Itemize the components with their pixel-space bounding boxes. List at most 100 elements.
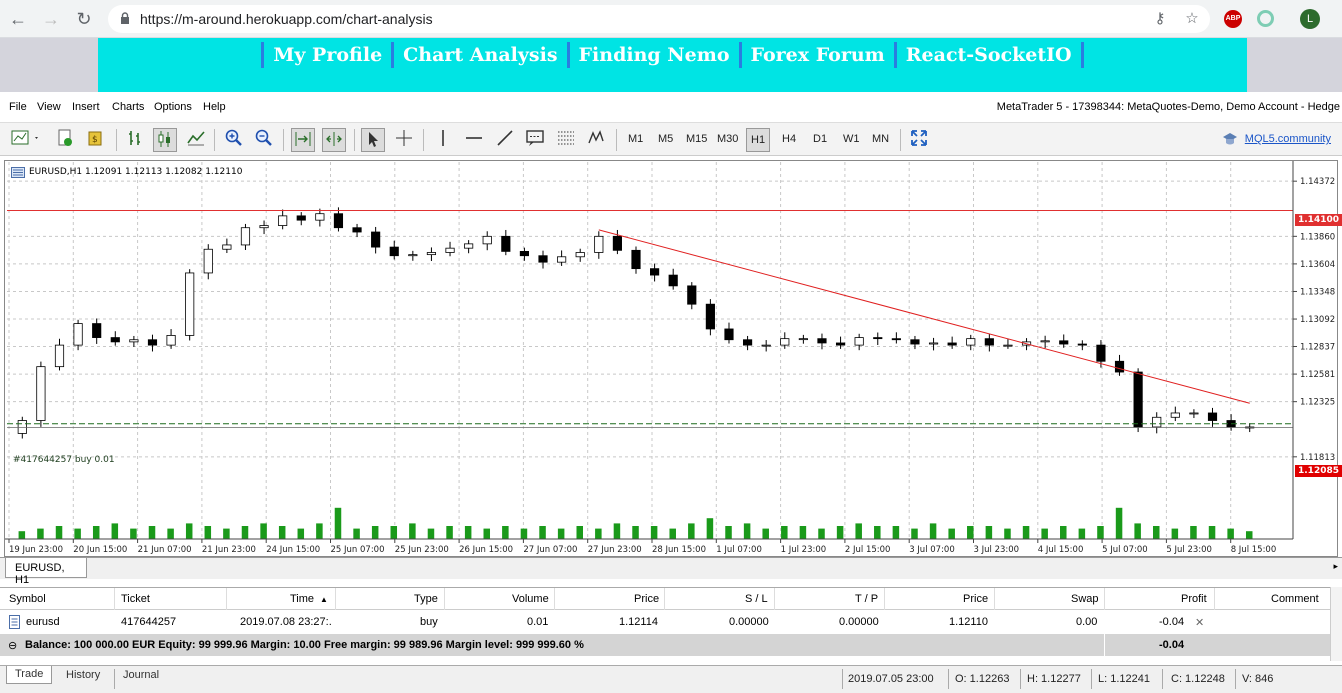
fullscreen-icon[interactable]	[907, 128, 931, 152]
zoom-in-icon[interactable]	[222, 128, 246, 152]
tab-history[interactable]: History	[66, 669, 101, 681]
column-divider	[884, 588, 885, 610]
vertical-line-icon[interactable]	[431, 128, 455, 152]
volume-bar	[613, 523, 621, 539]
timeframe-d1[interactable]: D1	[813, 133, 828, 145]
back-icon[interactable]: ←	[9, 9, 27, 29]
col-ticket[interactable]: Ticket	[121, 593, 150, 605]
menu-file[interactable]: File	[9, 101, 27, 113]
cursor-icon[interactable]	[361, 128, 385, 152]
timeframe-w1[interactable]: W1	[843, 133, 860, 145]
cell-price: 1.12114	[619, 616, 658, 628]
mql5-icon	[1223, 133, 1237, 145]
tab-eurusd-h1[interactable]: EURUSD, H1	[5, 558, 87, 586]
candlestick-chart[interactable]: 1.14372 1.13860 1.13604 1.13348 1.13092 1.128…	[5, 161, 1337, 556]
col-profit[interactable]: Profit	[1181, 593, 1207, 605]
menu-charts[interactable]: Charts	[112, 101, 145, 113]
order-label[interactable]: #417644257 buy 0.01	[13, 455, 115, 465]
nav-react-socketio[interactable]: React-SocketIO	[893, 42, 1084, 68]
col-current-price[interactable]: Price	[963, 593, 989, 605]
volume-bar	[1171, 528, 1179, 539]
text-icon[interactable]	[523, 128, 547, 152]
cell-tp[interactable]: 0.00000	[839, 616, 879, 628]
fibo-icon[interactable]	[554, 128, 578, 152]
toolbar-separator	[214, 129, 215, 151]
menu-insert[interactable]: Insert	[72, 101, 100, 113]
close-position-icon[interactable]: ✕	[1195, 617, 1205, 629]
chart-shift-icon[interactable]	[322, 128, 346, 152]
new-chart-icon[interactable]	[8, 128, 42, 152]
volume-bar	[1208, 526, 1216, 539]
timeframe-mn[interactable]: MN	[872, 133, 890, 145]
timeframe-m5[interactable]: M5	[658, 133, 674, 145]
col-volume[interactable]: Volume	[512, 593, 549, 605]
tab-trade[interactable]: Trade	[6, 666, 53, 684]
chart-window[interactable]: 1.14372 1.13860 1.13604 1.13348 1.13092 1.128…	[4, 160, 1342, 557]
nav-chart-analysis[interactable]: Chart Analysis	[391, 42, 566, 68]
status-low: L: 1.12241	[1098, 673, 1150, 685]
volume-bar	[948, 528, 955, 539]
adblock-icon[interactable]: ABP	[1224, 10, 1242, 28]
trend-line-icon[interactable]	[493, 128, 517, 152]
timeframe-m1[interactable]: M1	[628, 133, 644, 145]
key-icon[interactable]: ⚷	[1154, 10, 1166, 27]
menu-help[interactable]: Help	[203, 101, 226, 113]
timeframe-h1[interactable]: H1	[746, 128, 771, 152]
menu-view[interactable]: View	[37, 101, 61, 113]
candle-body	[575, 252, 585, 258]
collapse-icon[interactable]: ⊖	[8, 640, 18, 652]
col-type[interactable]: Type	[414, 593, 438, 605]
nav-finding-nemo[interactable]: Finding Nemo	[566, 42, 739, 68]
tab-journal[interactable]: Journal	[123, 669, 160, 681]
table-row[interactable]: eurusd 417644257 2019.07.08 23:27:. buy …	[0, 611, 1330, 633]
tab-divider	[114, 669, 115, 689]
horizontal-line-icon[interactable]	[462, 128, 486, 152]
volume-bar	[1245, 531, 1253, 539]
market-icon[interactable]: $	[84, 128, 108, 152]
col-swap[interactable]: Swap	[1071, 593, 1099, 605]
volume-bar	[92, 526, 100, 539]
elliott-icon[interactable]	[585, 128, 609, 152]
zoom-out-icon[interactable]	[252, 128, 276, 152]
timeframe-h4[interactable]: H4	[782, 133, 797, 145]
bar-chart-icon[interactable]	[123, 128, 147, 152]
col-sl[interactable]: S / L	[745, 593, 768, 605]
candle-body	[315, 213, 325, 221]
status-divider	[842, 669, 843, 689]
extension-icon[interactable]	[1257, 10, 1274, 27]
cell-sl[interactable]: 0.00000	[729, 616, 769, 628]
x-tick-label: 4 Jul 15:00	[1038, 545, 1084, 555]
timeframe-m15[interactable]: M15	[686, 133, 708, 145]
candle-body	[371, 231, 381, 248]
menu-options[interactable]: Options	[154, 101, 192, 113]
crosshair-icon[interactable]	[392, 128, 416, 152]
volume-bar	[874, 526, 881, 539]
volume-bar	[967, 526, 974, 539]
col-comment[interactable]: Comment	[1271, 593, 1319, 605]
address-bar[interactable]: https://m-around.herokuapp.com/chart-ana…	[108, 5, 1210, 33]
x-tick-label: 21 Jun 07:00	[138, 545, 192, 555]
mql5-community-link[interactable]: MQL5.community	[1244, 133, 1331, 145]
col-time[interactable]: Time	[290, 593, 315, 605]
timeframe-m30[interactable]: M30	[717, 133, 739, 145]
column-divider	[994, 588, 995, 610]
avatar[interactable]: L	[1300, 9, 1320, 29]
col-tp[interactable]: T / P	[855, 593, 879, 605]
terminal-scrollbar[interactable]	[1330, 587, 1342, 661]
new-order-icon[interactable]	[53, 128, 77, 152]
sort-arrow-icon[interactable]: ▲	[320, 595, 328, 604]
scroll-right-icon[interactable]: ▸	[1333, 561, 1338, 571]
nav-my-profile[interactable]: My Profile	[261, 42, 391, 68]
column-divider	[444, 588, 445, 610]
col-price[interactable]: Price	[634, 593, 660, 605]
candlestick-icon[interactable]	[153, 128, 177, 152]
candle-body	[742, 339, 753, 346]
star-icon[interactable]: ☆	[1185, 10, 1199, 27]
reload-icon[interactable]: ↻	[76, 9, 92, 29]
line-chart-icon[interactable]	[184, 128, 208, 152]
col-symbol[interactable]: Symbol	[9, 593, 46, 605]
volume-bar	[1227, 528, 1234, 539]
forward-icon[interactable]: →	[42, 9, 60, 29]
nav-forex-forum[interactable]: Forex Forum	[738, 42, 894, 68]
auto-scroll-icon[interactable]	[291, 128, 315, 152]
